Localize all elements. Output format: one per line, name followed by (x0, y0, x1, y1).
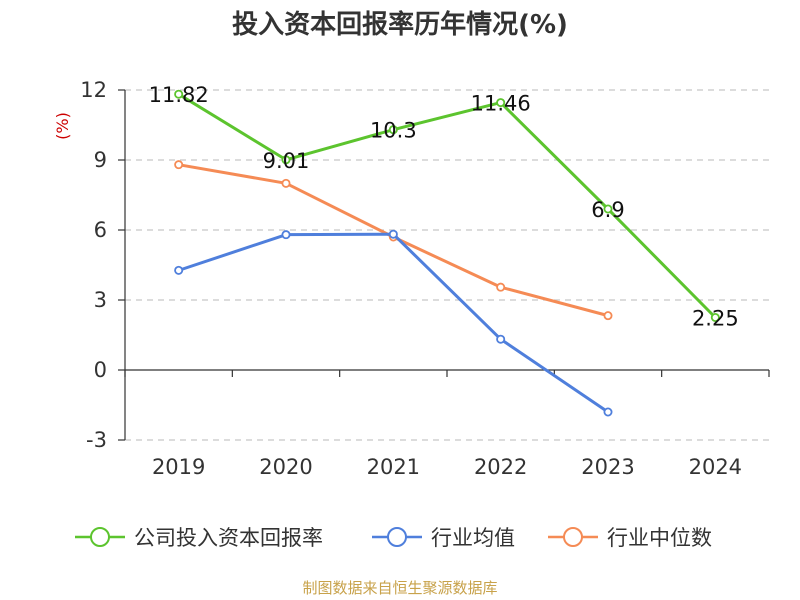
legend-label: 行业均值 (431, 526, 515, 550)
data-point (603, 311, 613, 321)
series-line (177, 92, 717, 319)
gridlines (125, 89, 769, 441)
legend-item-1[interactable]: 公司投入资本回报率 (75, 526, 323, 550)
x-tick-label-2022: 2022 (474, 455, 527, 479)
data-label: 6.9 (591, 198, 624, 222)
data-point (496, 282, 506, 292)
data-point (281, 230, 291, 240)
x-tick-label-2024: 2024 (689, 455, 742, 479)
source-note: 制图数据来自恒生聚源数据库 (302, 579, 497, 597)
data-point (174, 265, 184, 275)
series-2 (174, 229, 613, 417)
y-tick-label: -3 (86, 428, 107, 452)
y-tick-label: 12 (80, 78, 107, 102)
data-label: 10.3 (370, 119, 417, 143)
legend-marker (563, 527, 583, 547)
data-point (174, 160, 184, 170)
series-line (178, 232, 609, 414)
data-point (281, 178, 291, 188)
legend[interactable]: 公司投入资本回报率 行业均值 行业中位数 (75, 526, 712, 550)
data-point (496, 334, 506, 344)
data-point (174, 89, 184, 99)
series-1 (174, 89, 720, 322)
legend-item-2[interactable]: 行业均值 (372, 526, 515, 550)
legend-label: 公司投入资本回报率 (134, 526, 323, 550)
data-point (281, 155, 291, 165)
series-layer (174, 89, 720, 417)
data-point (603, 204, 613, 214)
legend-label: 行业中位数 (607, 526, 712, 550)
axes: -3 0 3 6 9 12 2019 2020 2021 2022 2023 2024 (80, 78, 770, 479)
x-tick-label-2020: 2020 (259, 455, 312, 479)
data-labels: 11.82 9.01 10.3 11.46 6.9 2.25 (149, 83, 739, 330)
y-axis-label: (%) (53, 112, 72, 140)
legend-marker (90, 527, 110, 547)
data-point (496, 98, 506, 108)
data-label: 2.25 (692, 307, 739, 331)
y-tick-label: 6 (94, 218, 107, 242)
data-point (710, 312, 720, 322)
data-label: 9.01 (263, 149, 310, 173)
data-point (388, 229, 398, 239)
x-tick-label-2021: 2021 (367, 455, 420, 479)
series-3 (174, 160, 613, 321)
chart-title: 投入资本回报率历年情况(%) (232, 9, 568, 40)
data-point (388, 125, 398, 135)
x-tick-label-2023: 2023 (581, 455, 634, 479)
legend-marker (387, 527, 407, 547)
x-tick-label-2019: 2019 (152, 455, 205, 479)
y-tick-label: 0 (94, 358, 107, 382)
legend-item-3[interactable]: 行业中位数 (548, 526, 712, 550)
data-point (603, 407, 613, 417)
y-tick-label: 9 (94, 148, 107, 172)
data-label: 11.82 (149, 83, 209, 107)
y-tick-label: 3 (94, 288, 107, 312)
data-label: 11.46 (471, 92, 531, 116)
